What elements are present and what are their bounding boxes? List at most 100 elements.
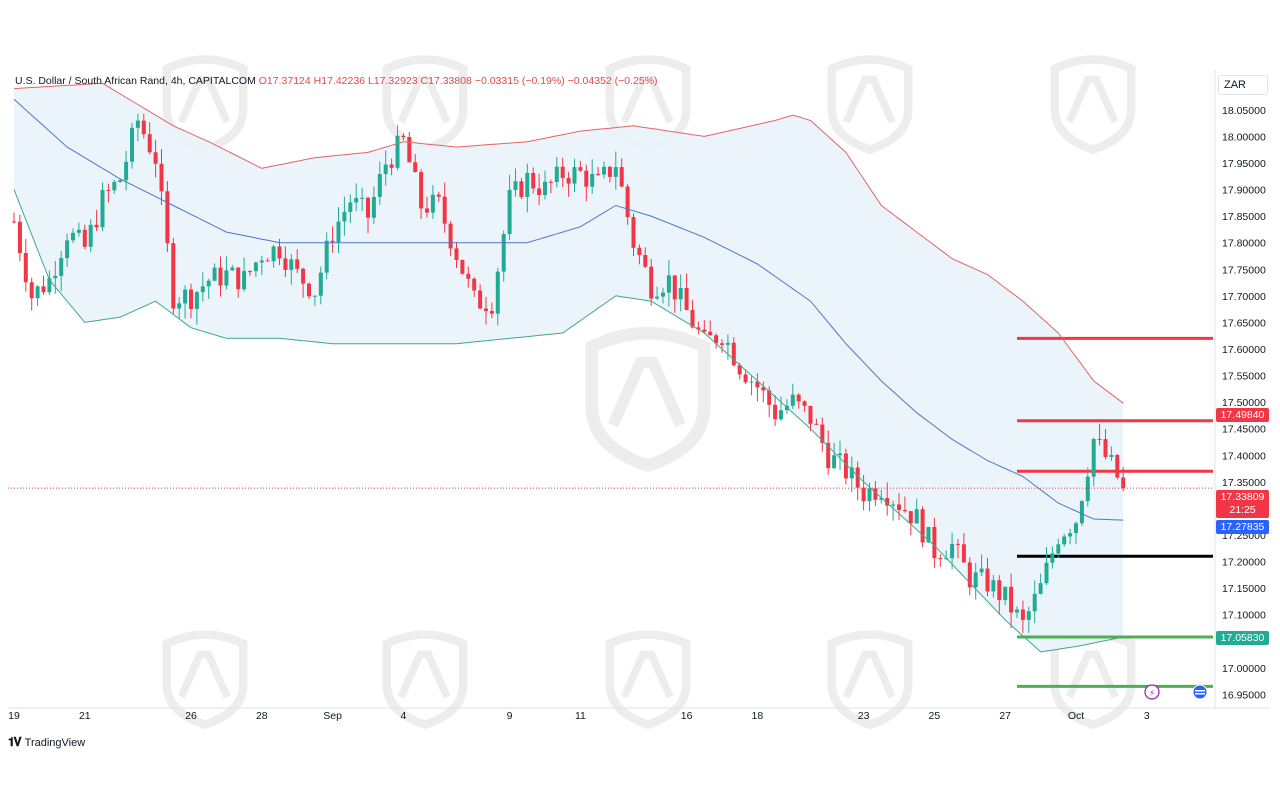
watermark-letter-icon — [620, 75, 674, 124]
candle — [672, 275, 677, 313]
candle-body — [183, 289, 188, 304]
candle — [147, 122, 152, 155]
candle — [94, 210, 99, 232]
candle-body — [100, 189, 105, 228]
candle-body — [342, 211, 347, 222]
candle-body — [29, 282, 34, 299]
candle — [159, 149, 164, 206]
candle — [171, 238, 176, 315]
candle-body — [318, 272, 323, 296]
price-tick-label: 17.80000 — [1222, 238, 1266, 250]
candle — [466, 266, 471, 288]
date-tick-label: 9 — [507, 710, 513, 722]
symbol-name[interactable]: U.S. Dollar / South African Rand, 4h, CA… — [15, 75, 256, 87]
candle — [425, 196, 429, 218]
candle — [118, 178, 123, 183]
candle-body — [1038, 583, 1043, 594]
candle-body — [820, 424, 825, 443]
candle — [708, 320, 713, 336]
candle — [342, 196, 347, 236]
candle-body — [466, 273, 471, 279]
tradingview-logo[interactable]: 𝟏𝐕 TradingView — [8, 735, 85, 750]
candle — [430, 185, 435, 219]
candle — [377, 161, 382, 205]
candle-body — [35, 286, 40, 299]
candle-body — [159, 163, 164, 192]
candle — [596, 166, 601, 176]
lightning-event-icon[interactable] — [1144, 684, 1160, 700]
candle-body — [596, 173, 601, 175]
candle — [436, 191, 441, 203]
price-tick-label: 17.20000 — [1222, 557, 1266, 569]
candle — [525, 163, 530, 213]
candle-body — [124, 161, 129, 181]
candle — [914, 498, 919, 524]
candle-body — [371, 196, 376, 218]
last-price-value: 17.33809 — [1220, 491, 1265, 503]
candle-body — [643, 255, 648, 267]
watermark-shield-icon — [1050, 55, 1136, 155]
bollinger-middle-line — [13, 98, 1124, 521]
candle — [76, 222, 81, 237]
candle — [737, 362, 742, 380]
time-axis[interactable]: 19 21 26 28 Sep 4 9 11 16 18 23 25 27 Oct 3 — [8, 707, 1270, 722]
price-tick-label: 17.60000 — [1222, 344, 1266, 356]
candle — [53, 260, 58, 294]
candle-body — [655, 296, 660, 299]
candle-body — [271, 246, 276, 262]
candle-body — [1009, 586, 1014, 613]
candle — [820, 417, 825, 452]
price-axis[interactable]: 18.1000018.0500018.0000017.9500017.90000… — [1214, 70, 1266, 710]
candle — [897, 492, 901, 521]
candle — [967, 557, 972, 596]
candle-body — [708, 331, 713, 336]
date-tick-label: 27 — [999, 710, 1011, 722]
candle — [200, 272, 205, 302]
candle-body — [967, 562, 972, 588]
candle — [371, 186, 376, 224]
candle-body — [59, 258, 64, 276]
candle-body — [725, 342, 730, 345]
candle — [666, 260, 671, 307]
candle — [920, 506, 925, 548]
candle-body — [194, 292, 199, 309]
candle — [454, 242, 459, 269]
candle-body — [147, 134, 152, 153]
candle-body — [478, 290, 483, 309]
candle-body — [324, 240, 329, 273]
watermark-logo — [382, 630, 468, 730]
candle-body — [956, 543, 960, 545]
candle — [1044, 546, 1049, 585]
candle — [283, 246, 288, 278]
candle-body — [489, 311, 494, 314]
watermark-logo — [162, 630, 248, 730]
candle — [855, 461, 860, 501]
date-tick-label: 3 — [1144, 710, 1150, 722]
candle — [1068, 528, 1073, 545]
candle-body — [649, 266, 654, 299]
candle-body — [891, 504, 896, 506]
candle-body — [566, 177, 571, 184]
candle — [65, 233, 70, 267]
candle-body — [253, 262, 258, 272]
candle-body — [602, 166, 606, 175]
candle-body — [1032, 593, 1037, 612]
us-flag-event-icon[interactable] — [1192, 684, 1208, 700]
candle-body — [206, 280, 211, 287]
price-tick-label: 17.00000 — [1222, 663, 1266, 675]
candle — [59, 251, 64, 292]
candle-body — [961, 544, 966, 563]
candle-body — [112, 181, 117, 191]
candle — [761, 381, 766, 403]
candle — [643, 247, 648, 269]
candle — [625, 184, 630, 225]
candle — [607, 166, 612, 183]
currency-selector[interactable]: ZAR — [1218, 75, 1268, 95]
candle-body — [926, 527, 931, 543]
candle-body — [767, 390, 772, 405]
candle-body — [631, 217, 636, 248]
candle-body — [377, 174, 382, 197]
event-icons[interactable]: ⚡ — [1144, 684, 1208, 700]
candle-body — [843, 453, 848, 479]
